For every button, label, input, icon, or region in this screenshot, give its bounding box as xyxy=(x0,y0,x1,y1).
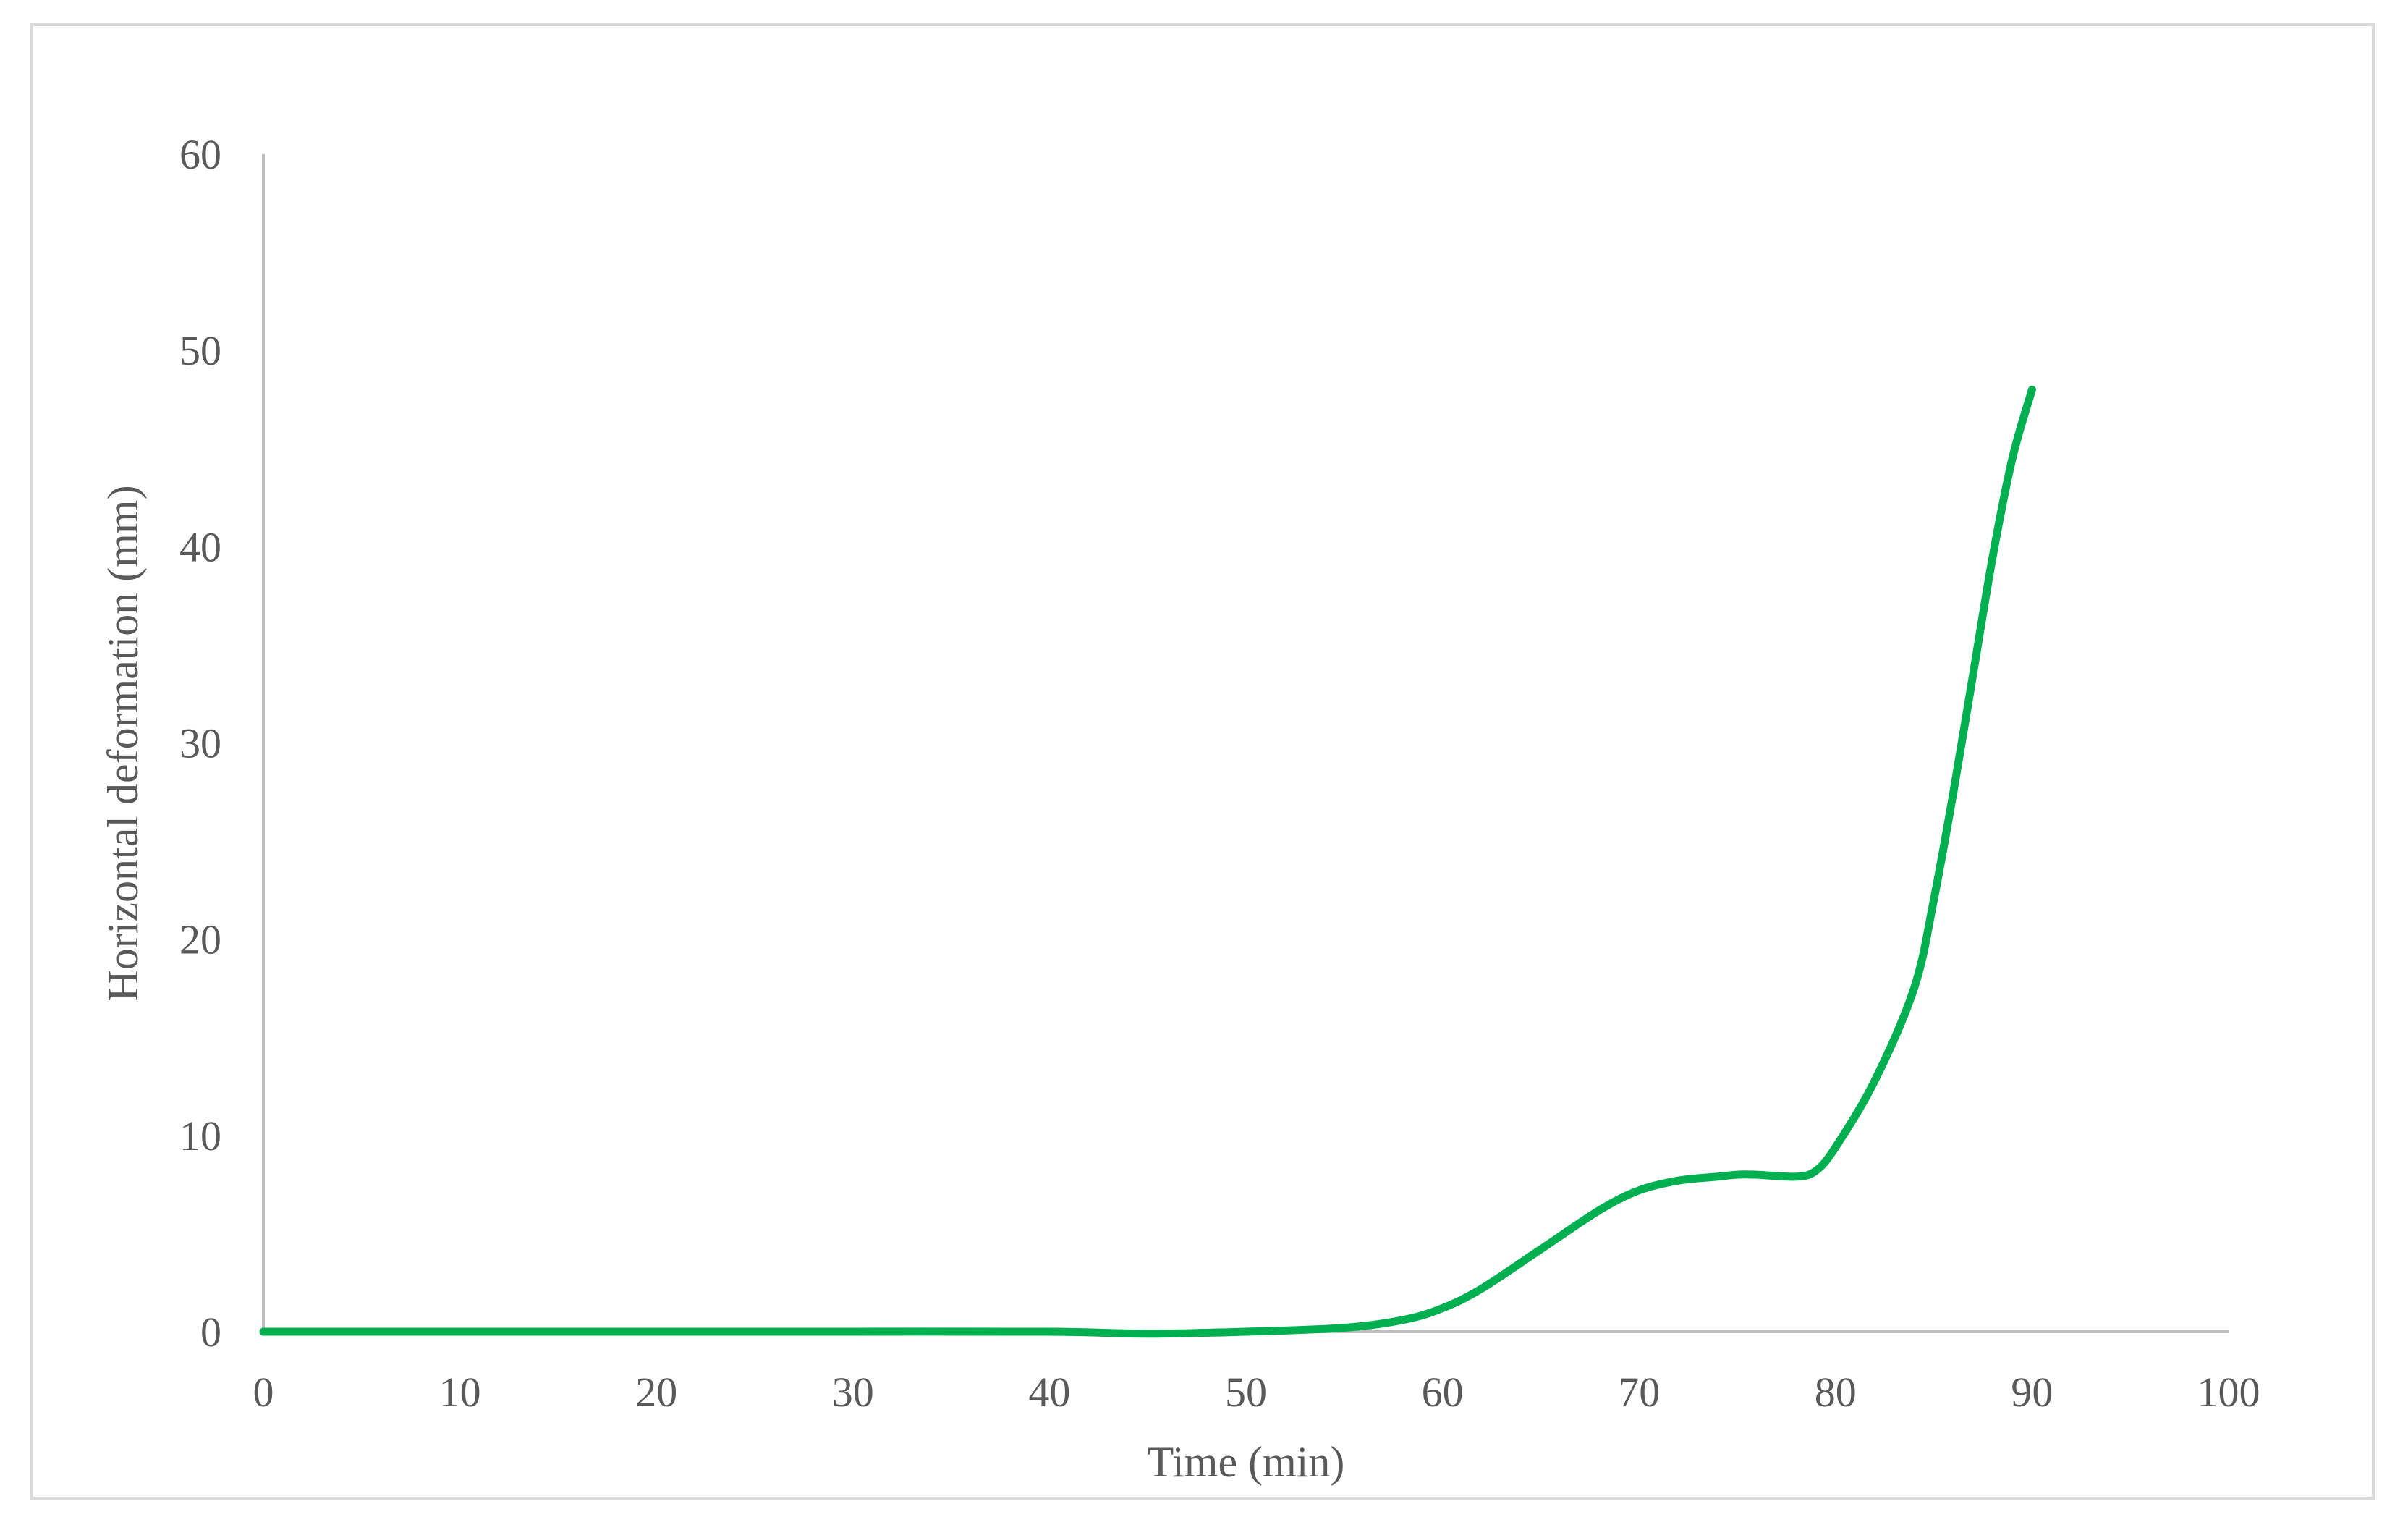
x-tick-label: 80 xyxy=(1815,1369,1857,1416)
series-line xyxy=(259,385,2036,1338)
series-group xyxy=(259,385,2036,1338)
x-tick-label: 40 xyxy=(1028,1369,1070,1416)
y-tick-label: 50 xyxy=(179,327,221,374)
y-tick-label: 40 xyxy=(179,523,221,570)
axes xyxy=(262,154,2229,1333)
y-tick-label: 20 xyxy=(179,916,221,963)
x-tick-label: 90 xyxy=(2011,1369,2053,1416)
y-tick-label: 0 xyxy=(200,1309,221,1356)
tick-labels: 0 10 20 30 40 50 60 70 80 90 100 0 10 20 30 40 50 60 xyxy=(179,131,2260,1416)
x-tick-label: 10 xyxy=(439,1369,481,1416)
y-tick-label: 60 xyxy=(179,131,221,178)
x-tick-label: 20 xyxy=(635,1369,677,1416)
chart-frame xyxy=(30,23,2375,1500)
x-axis-title: Time (min) xyxy=(1148,1438,1345,1486)
y-tick-label: 30 xyxy=(179,720,221,767)
x-tick-label: 70 xyxy=(1618,1369,1660,1416)
x-tick-label: 50 xyxy=(1225,1369,1267,1416)
x-tick-label: 30 xyxy=(832,1369,874,1416)
y-axis-title: Horizontal deformation (mm) xyxy=(99,485,147,1001)
x-tick-label: 60 xyxy=(1422,1369,1464,1416)
y-tick-label: 10 xyxy=(179,1112,221,1159)
x-tick-label: 0 xyxy=(253,1369,274,1416)
x-tick-label: 100 xyxy=(2197,1369,2260,1416)
